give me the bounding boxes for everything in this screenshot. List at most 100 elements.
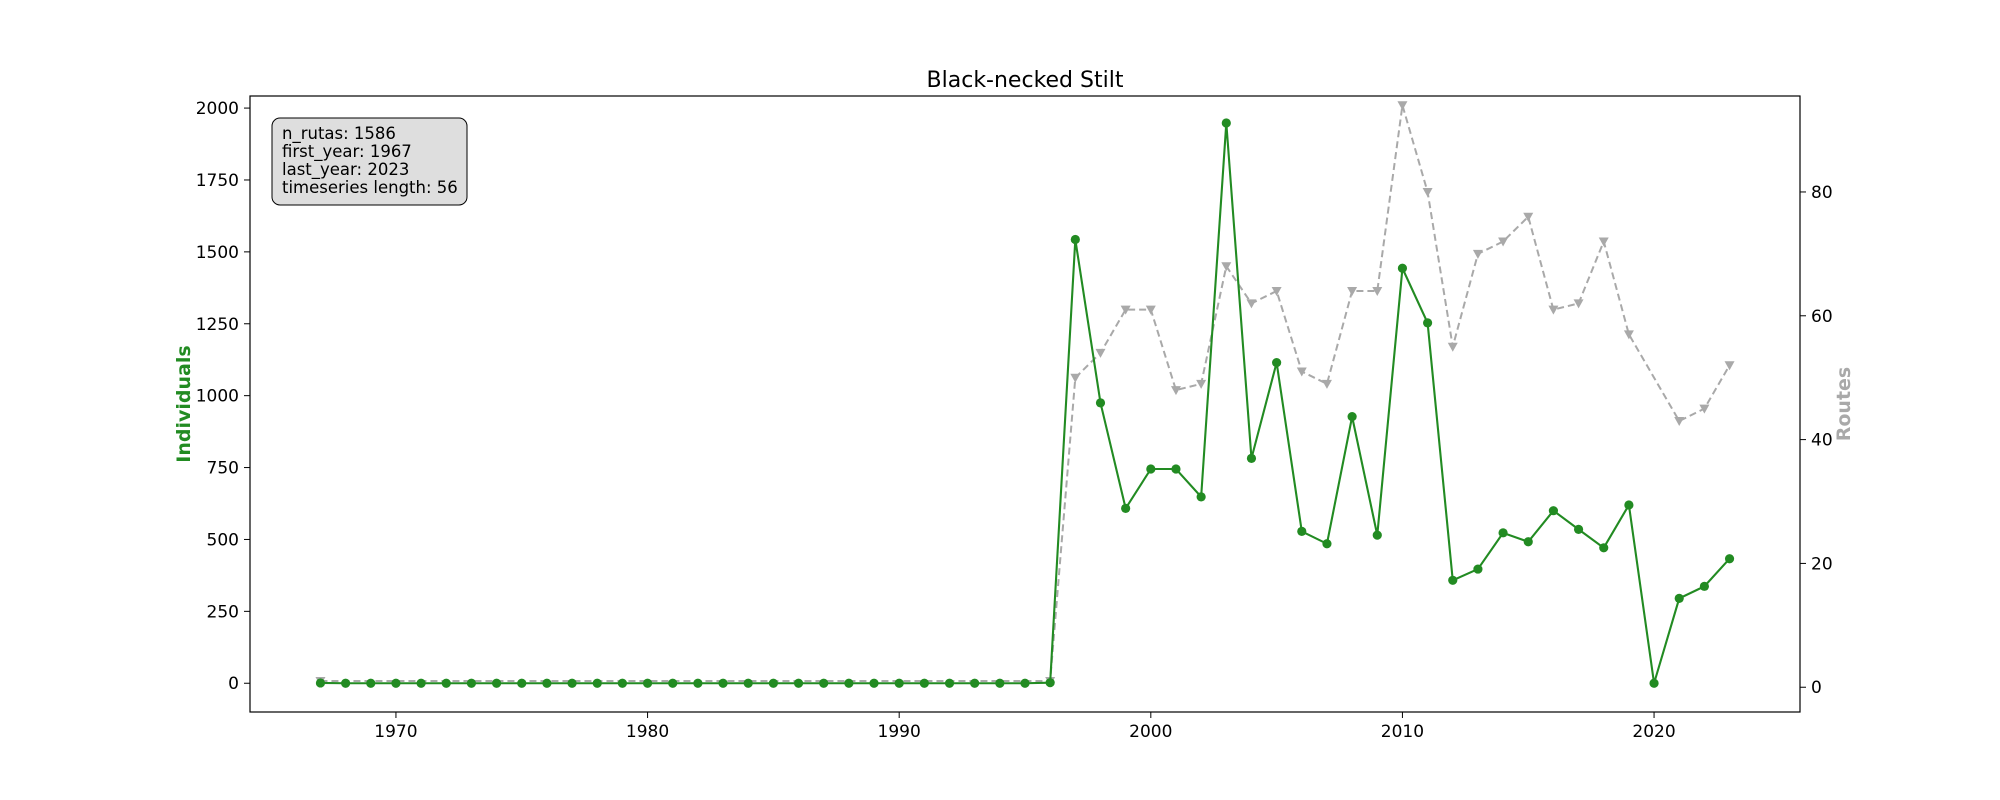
individuals-point bbox=[366, 678, 376, 688]
individuals-point bbox=[1699, 581, 1709, 591]
individuals-point bbox=[642, 678, 653, 688]
individuals-point bbox=[693, 678, 703, 688]
x-tick-label: 2020 bbox=[1632, 722, 1675, 742]
y-left-tick-label: 1500 bbox=[196, 243, 239, 263]
individuals-point bbox=[1095, 398, 1106, 408]
y-right-tick-label: 40 bbox=[1811, 431, 1833, 451]
x-tick-label: 1970 bbox=[374, 722, 417, 742]
individuals-point bbox=[1649, 678, 1659, 688]
info-box: n_rutas: 1586 first_year: 1967 last_year… bbox=[271, 117, 468, 206]
routes-point bbox=[1170, 386, 1181, 396]
y-left-tick-label: 1000 bbox=[196, 387, 239, 407]
individuals-point bbox=[542, 678, 552, 688]
individuals-point bbox=[391, 678, 401, 688]
routes-point bbox=[1498, 237, 1509, 247]
individuals-point bbox=[1322, 539, 1332, 549]
x-tick-label: 1980 bbox=[626, 722, 669, 742]
routes-point bbox=[1145, 305, 1156, 315]
x-axis: 1970 1980 1990 2000 2010 2020 bbox=[374, 712, 1676, 742]
individuals-series bbox=[315, 118, 1735, 688]
individuals-point bbox=[441, 678, 451, 688]
routes-point bbox=[1196, 379, 1207, 389]
y-axis-left-label: Individuals bbox=[173, 345, 195, 462]
y-left-tick-label: 1750 bbox=[196, 171, 239, 191]
individuals-point bbox=[1422, 318, 1433, 328]
y-left-tick-label: 500 bbox=[207, 530, 239, 550]
routes-point bbox=[1724, 361, 1735, 371]
x-tick-label: 2010 bbox=[1381, 722, 1424, 742]
y-axis-left: 0 250 500 750 1000 1250 1500 1750 2000 bbox=[196, 99, 250, 694]
individuals-point bbox=[1221, 118, 1231, 128]
individuals-point bbox=[1372, 530, 1382, 540]
routes-point bbox=[1523, 212, 1534, 222]
individuals-point bbox=[768, 678, 778, 688]
routes-point bbox=[1598, 237, 1609, 247]
chart-title: Black-necked Stilt bbox=[927, 68, 1124, 93]
individuals-point bbox=[341, 678, 351, 688]
individuals-point bbox=[1624, 500, 1634, 510]
y-left-tick-label: 2000 bbox=[196, 99, 239, 119]
routes-point bbox=[1447, 342, 1458, 352]
individuals-point bbox=[1523, 537, 1533, 547]
individuals-point bbox=[1272, 357, 1282, 368]
individuals-point bbox=[819, 678, 829, 688]
individuals-point bbox=[1146, 464, 1156, 474]
individuals-point bbox=[1070, 234, 1080, 245]
individuals-point bbox=[1196, 492, 1206, 502]
routes-point bbox=[1095, 348, 1106, 358]
info-n-rutas: n_rutas: 1586 bbox=[282, 124, 396, 144]
individuals-point bbox=[1397, 263, 1408, 273]
info-last-year: last_year: 2023 bbox=[282, 160, 409, 180]
routes-point bbox=[1246, 299, 1257, 309]
routes-point bbox=[1347, 287, 1358, 297]
individuals-point bbox=[517, 678, 527, 688]
routes-point bbox=[1397, 101, 1408, 111]
individuals-point bbox=[919, 678, 929, 688]
y-left-tick-label: 1250 bbox=[196, 315, 239, 335]
routes-point bbox=[1472, 249, 1483, 259]
routes-point bbox=[1422, 187, 1433, 197]
y-right-tick-label: 80 bbox=[1811, 183, 1833, 203]
individuals-point bbox=[718, 678, 728, 688]
routes-point bbox=[1573, 299, 1584, 309]
info-timeseries-length: timeseries length: 56 bbox=[282, 178, 458, 197]
y-axis-right: 0 20 40 60 80 bbox=[1800, 183, 1833, 698]
individuals-point bbox=[1674, 593, 1684, 604]
individuals-point bbox=[1121, 503, 1131, 513]
routes-line bbox=[320, 105, 1731, 683]
individuals-point bbox=[743, 678, 753, 688]
individuals-point bbox=[567, 678, 577, 688]
y-right-tick-label: 20 bbox=[1811, 554, 1833, 574]
info-first-year: first_year: 1967 bbox=[282, 142, 412, 162]
individuals-point bbox=[466, 678, 477, 688]
individuals-point bbox=[944, 678, 955, 688]
x-tick-label: 1990 bbox=[878, 722, 921, 742]
individuals-point bbox=[1347, 412, 1357, 422]
individuals-point bbox=[1548, 506, 1559, 516]
routes-point bbox=[1221, 262, 1232, 272]
routes-point bbox=[1674, 417, 1685, 427]
y-left-tick-label: 0 bbox=[228, 674, 239, 694]
routes-point bbox=[1271, 287, 1282, 297]
individuals-point bbox=[1020, 678, 1030, 688]
individuals-point bbox=[617, 678, 628, 688]
individuals-point bbox=[1473, 564, 1483, 574]
individuals-point bbox=[315, 678, 326, 688]
individuals-point bbox=[1297, 526, 1307, 536]
individuals-point bbox=[592, 678, 602, 688]
routes-point bbox=[1070, 373, 1081, 383]
individuals-point bbox=[668, 678, 678, 688]
y-right-tick-label: 60 bbox=[1811, 307, 1833, 327]
individuals-point bbox=[416, 678, 426, 688]
individuals-point bbox=[1724, 554, 1735, 564]
plot-frame bbox=[249, 95, 1801, 713]
routes-point bbox=[1372, 287, 1383, 297]
individuals-point bbox=[1045, 678, 1055, 688]
routes-point bbox=[1296, 367, 1307, 377]
info-box-background bbox=[271, 117, 468, 206]
routes-point bbox=[1120, 305, 1131, 315]
x-tick-label: 2000 bbox=[1129, 722, 1172, 742]
individuals-point bbox=[869, 678, 879, 688]
routes-point bbox=[1623, 330, 1634, 340]
